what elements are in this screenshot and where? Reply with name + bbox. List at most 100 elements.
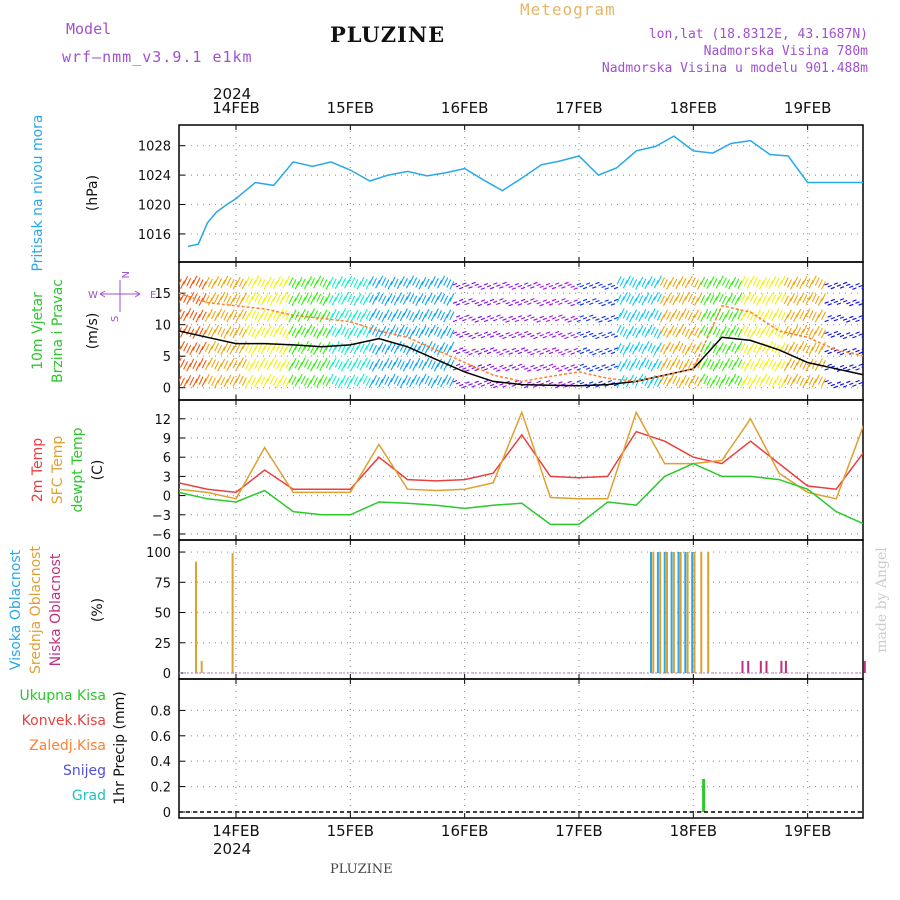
temp-sfc-label: SFC Temp: [50, 436, 66, 505]
wind-barb: [344, 376, 350, 386]
wind-barb: [582, 316, 588, 320]
series-line-value: [187, 135, 863, 248]
wind-barb: [703, 375, 709, 385]
wind-barb: [749, 275, 755, 285]
wind-barb: [344, 358, 350, 368]
wind-barb: [393, 375, 399, 385]
wind-barb: [700, 276, 706, 286]
wind-barb: [245, 379, 250, 388]
wind-barb: [220, 358, 226, 368]
wind-barb: [638, 276, 644, 286]
year-label-top: 2024: [213, 85, 251, 103]
wind-barb: [337, 312, 343, 322]
wind-barb: [359, 295, 365, 304]
wind-barb: [260, 376, 266, 385]
wind-barb: [656, 378, 662, 388]
wind-barb: [241, 280, 247, 290]
wind-barb: [570, 382, 575, 386]
wind-barb: [238, 296, 244, 306]
wind-barb: [189, 346, 195, 356]
wind-barb: [418, 329, 424, 339]
temp-dew-label: dewpt Temp: [70, 427, 86, 512]
wind-barb: [749, 360, 755, 370]
wind-barb: [849, 364, 854, 367]
wind-barb: [272, 359, 278, 368]
wind-barb: [725, 376, 730, 385]
wind-barb: [427, 280, 433, 290]
wind-barb: [437, 376, 442, 386]
wind-barb: [440, 312, 446, 321]
wind-barb: [156, 363, 160, 371]
wind-barb: [162, 276, 166, 284]
wind-barb: [616, 294, 622, 303]
wind-barb: [632, 279, 638, 288]
wind-barb: [480, 317, 486, 321]
wind-barb: [189, 376, 195, 386]
wind-barb: [715, 328, 721, 337]
wind-barb: [493, 385, 498, 389]
wind-barb: [300, 375, 306, 385]
wind-barb: [796, 327, 802, 336]
wind-barb: [285, 342, 291, 351]
wind-barb: [839, 298, 845, 301]
wind-barb: [780, 275, 786, 285]
wind-barb: [204, 325, 210, 334]
wind-barb: [786, 358, 792, 367]
wind-barb: [759, 359, 764, 369]
wind-barb: [201, 359, 207, 369]
wind-barb: [496, 332, 501, 336]
wind-barb: [595, 318, 600, 321]
wind-barb: [802, 294, 808, 303]
wind-barb: [402, 278, 408, 287]
wind-barb: [731, 295, 737, 304]
wind-barb: [740, 342, 746, 352]
wind-barb: [409, 360, 415, 370]
wind-barb: [687, 293, 693, 303]
wind-barb: [310, 326, 316, 336]
wind-barb: [505, 332, 510, 335]
wind-barb: [310, 308, 316, 317]
wind-barb: [610, 333, 616, 336]
wind-barb: [468, 316, 473, 319]
wind-barb: [508, 285, 513, 289]
wind-barb: [808, 376, 814, 386]
wind-barb: [257, 362, 263, 371]
wind-barb: [150, 341, 154, 349]
wind-barb: [842, 366, 848, 370]
wind-barb: [282, 291, 288, 301]
wind-barb: [585, 367, 591, 370]
wind-barb: [622, 376, 628, 386]
wind-barb: [821, 329, 826, 339]
wind-barb: [824, 368, 829, 371]
wind-barb: [524, 330, 529, 334]
wind-barb: [852, 299, 857, 302]
wind-barb: [430, 361, 436, 370]
wind-barb: [734, 327, 740, 336]
wind-barb: [839, 316, 845, 319]
wind-barb: [632, 297, 638, 307]
wind-barb: [294, 281, 300, 290]
wind-barb: [272, 377, 278, 387]
wind-barb: [839, 383, 845, 386]
wind-barb: [830, 335, 835, 338]
wind-barb: [527, 314, 532, 318]
wind-barb: [353, 376, 359, 385]
wind-barb: [341, 344, 346, 354]
wind-barb: [706, 359, 712, 368]
wind-barb: [536, 283, 541, 287]
wind-barb: [690, 295, 696, 305]
precip-legend-item: Snijeg: [63, 763, 106, 779]
wind-barb: [725, 309, 730, 319]
y-tick-label: −3: [152, 509, 171, 524]
wind-barb: [697, 293, 703, 302]
wind-barb: [536, 332, 541, 335]
wind-barb: [430, 294, 436, 303]
wind-barb: [783, 362, 789, 371]
wind-barb: [839, 334, 845, 338]
wind-barb: [641, 308, 647, 318]
wind-barb: [254, 330, 260, 339]
wind-barb: [598, 368, 603, 372]
wind-barb: [592, 316, 597, 319]
wind-barb: [204, 313, 210, 322]
wind-barb: [223, 342, 229, 351]
